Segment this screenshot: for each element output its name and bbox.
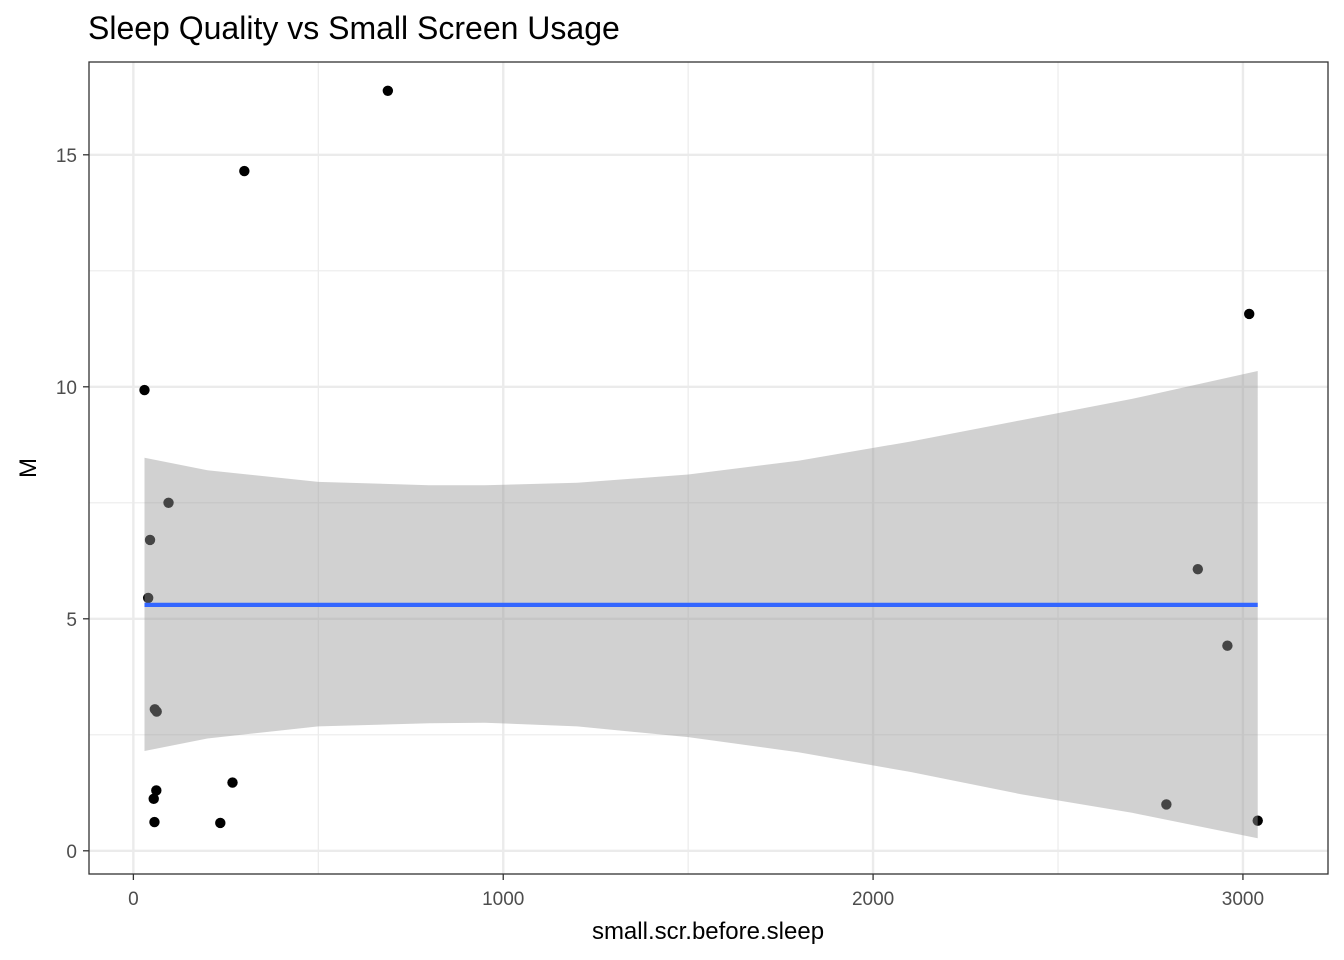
data-point <box>1252 815 1263 826</box>
data-point <box>1222 640 1233 651</box>
data-point <box>215 817 226 829</box>
x-axis-title: small.scr.before.sleep <box>592 918 824 945</box>
y-tick-label: 15 <box>56 146 77 167</box>
data-point <box>1244 308 1255 320</box>
y-tick-label: 10 <box>56 378 77 399</box>
data-point <box>227 777 238 788</box>
data-point <box>382 85 394 96</box>
plot-background <box>89 62 1328 874</box>
plot-panel <box>88 61 1329 875</box>
data-point <box>151 706 162 717</box>
x-tick-label: 1000 <box>482 889 524 910</box>
plot-border <box>88 61 1329 875</box>
data-point <box>1161 799 1172 810</box>
x-tick-label: 3000 <box>1222 889 1264 910</box>
data-point <box>149 816 160 828</box>
data-point <box>1192 563 1204 575</box>
y-tick-label: 0 <box>66 842 77 863</box>
data-point <box>144 534 156 546</box>
data-point <box>148 793 159 805</box>
data-point <box>239 165 250 177</box>
y-axis-title: M <box>15 458 42 478</box>
x-tick-label: 0 <box>128 889 139 910</box>
chart-title: Sleep Quality vs Small Screen Usage <box>88 10 620 46</box>
x-tick-label: 2000 <box>852 889 894 910</box>
data-point <box>139 384 150 396</box>
data-point <box>151 785 162 796</box>
y-tick-label: 5 <box>66 610 77 631</box>
data-point <box>142 592 154 604</box>
data-point <box>163 497 174 508</box>
